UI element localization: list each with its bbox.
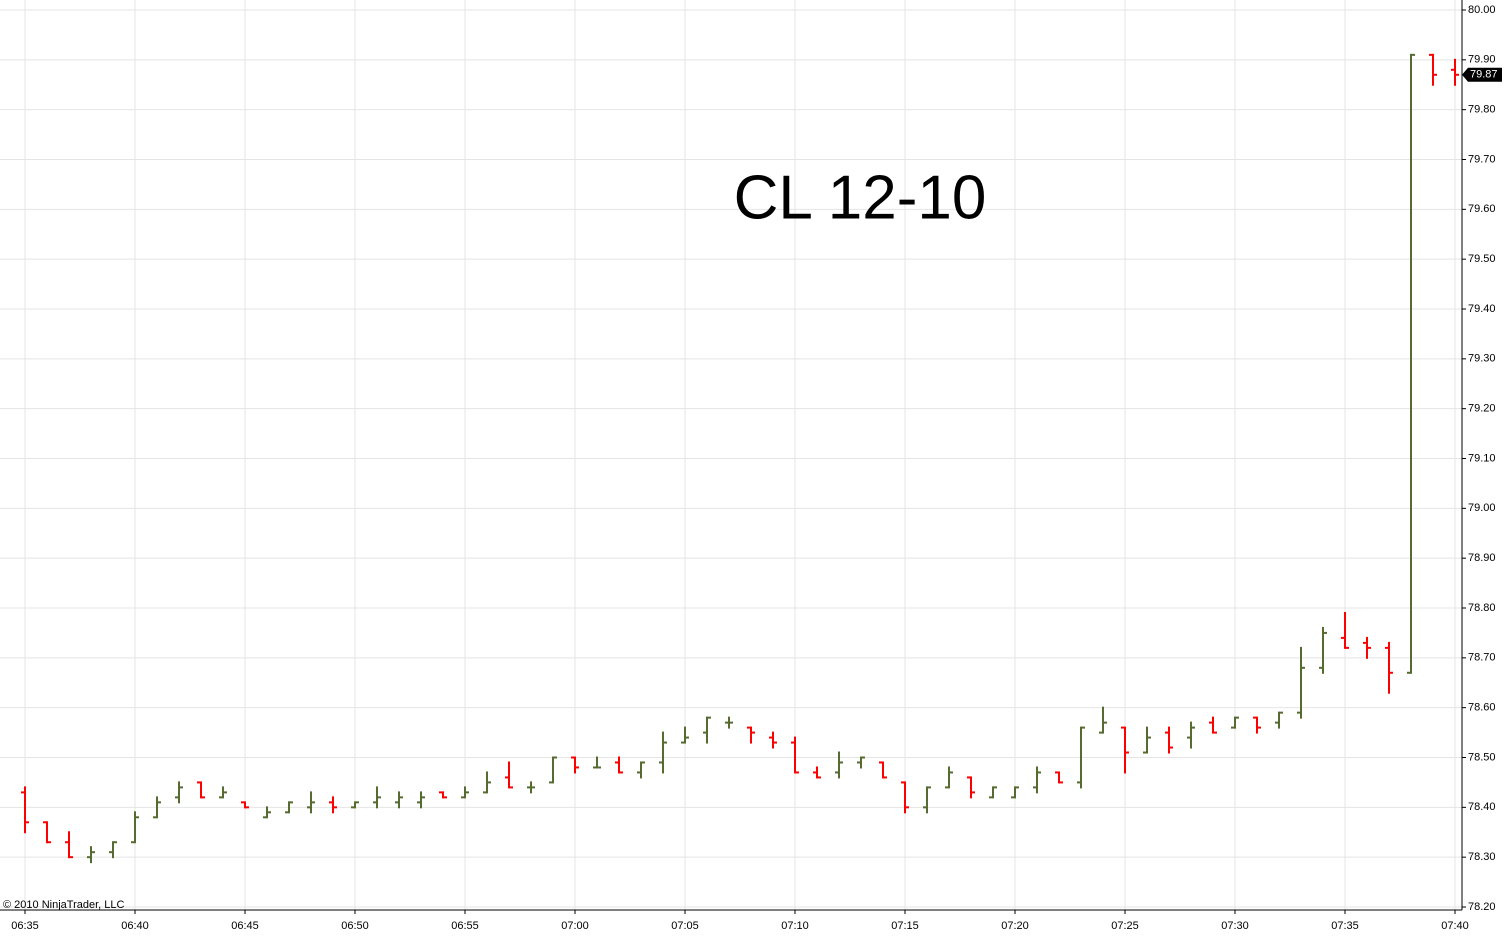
y-tick-label: 79.20: [1468, 403, 1496, 415]
x-tick-label: 06:45: [231, 920, 259, 932]
y-tick-label: 79.50: [1468, 253, 1496, 265]
x-tick-label: 07:20: [1001, 920, 1029, 932]
y-tick-label: 78.80: [1468, 602, 1496, 614]
y-tick-label: 79.70: [1468, 153, 1496, 165]
y-tick-label: 78.30: [1468, 851, 1496, 863]
x-tick-label: 07:10: [781, 920, 809, 932]
y-tick-label: 79.90: [1468, 54, 1496, 66]
y-tick-label: 78.40: [1468, 801, 1496, 813]
y-tick-label: 78.70: [1468, 652, 1496, 664]
y-tick-label: 78.90: [1468, 552, 1496, 564]
y-tick-label: 80.00: [1468, 4, 1496, 16]
y-tick-label: 79.30: [1468, 353, 1496, 365]
last-price-marker: [1462, 67, 1502, 82]
x-tick-label: 06:50: [341, 920, 369, 932]
x-tick-label: 07:15: [891, 920, 919, 932]
y-tick-label: 79.10: [1468, 452, 1496, 464]
x-tick-label: 07:25: [1111, 920, 1139, 932]
x-tick-label: 07:00: [561, 920, 589, 932]
x-tick-label: 07:40: [1441, 920, 1469, 932]
x-tick-label: 06:40: [121, 920, 149, 932]
y-tick-label: 78.50: [1468, 751, 1496, 763]
x-tick-label: 07:05: [671, 920, 699, 932]
y-tick-label: 78.20: [1468, 901, 1496, 913]
y-tick-label: 78.60: [1468, 702, 1496, 714]
x-tick-label: 06:55: [451, 920, 479, 932]
y-tick-label: 79.60: [1468, 203, 1496, 215]
y-tick-label: 79.80: [1468, 104, 1496, 116]
x-tick-label: 07:30: [1221, 920, 1249, 932]
copyright: © 2010 NinjaTrader, LLC: [3, 899, 124, 911]
x-tick-label: 07:35: [1331, 920, 1359, 932]
chart-title: CL 12-10: [734, 163, 987, 232]
last-price-label: 79.87: [1470, 69, 1498, 81]
x-tick-label: 06:35: [11, 920, 39, 932]
y-tick-label: 79.40: [1468, 303, 1496, 315]
y-tick-label: 79.00: [1468, 502, 1496, 514]
